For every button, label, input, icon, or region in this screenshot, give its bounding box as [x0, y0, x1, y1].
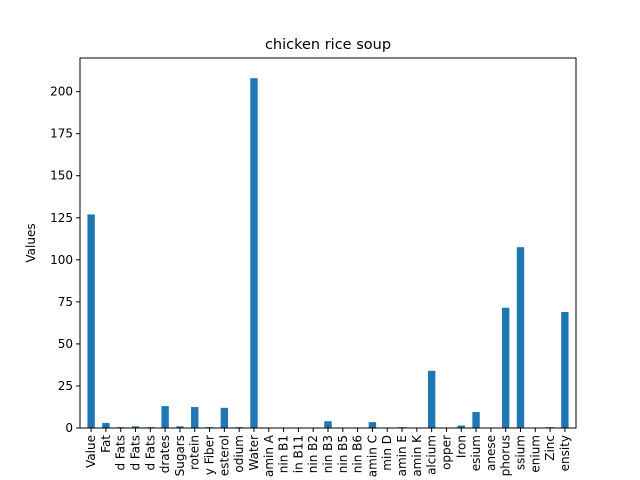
x-tick-label: enium [528, 435, 542, 473]
x-tick-label: esterol [217, 435, 231, 476]
x-tick-label: odium [232, 435, 246, 473]
y-tick-label: 75 [58, 295, 73, 309]
x-tick-label: min D [380, 435, 394, 471]
bar [250, 78, 258, 428]
bar [87, 214, 95, 428]
x-tick-label: nin B6 [351, 435, 365, 473]
x-tick-label: nin B1 [277, 435, 291, 473]
y-tick-label: 0 [65, 421, 73, 435]
x-tick-label: alcium [425, 435, 439, 475]
bar [457, 425, 465, 428]
y-tick-label: 100 [50, 253, 73, 267]
bar [220, 407, 229, 428]
x-tick-label: d Fats [114, 435, 128, 471]
plot-frame [79, 57, 577, 429]
x-tick-label: nin B2 [306, 435, 320, 473]
y-tick-label: 125 [50, 211, 73, 225]
y-tick-label: 200 [50, 85, 73, 99]
x-tick-label: d Fats [129, 435, 143, 471]
y-tick-label: 150 [50, 169, 73, 183]
x-tick-label: nin B3 [321, 435, 335, 473]
x-tick-label: Zinc [543, 435, 557, 461]
bar [131, 426, 140, 428]
x-tick-label: ensity [558, 435, 572, 471]
y-tick-label: 175 [50, 127, 73, 141]
x-tick-label: d Fats [143, 435, 157, 471]
bar [368, 422, 377, 428]
bar [516, 247, 525, 428]
bar [161, 406, 169, 428]
bar [324, 421, 332, 428]
bar [561, 311, 569, 428]
x-tick-label: Iron [454, 435, 468, 458]
bar [176, 426, 184, 428]
bar [102, 422, 110, 428]
x-tick-label: rotein [188, 435, 202, 470]
x-tick-label: anese [484, 435, 498, 471]
bar [191, 406, 199, 428]
x-tick-label: Value [84, 435, 98, 468]
y-tick-label: 25 [58, 379, 73, 393]
x-tick-label: amin A [262, 434, 276, 477]
x-tick-label: drates [158, 435, 172, 473]
x-tick-label: amin E [395, 435, 409, 476]
chart-title: chicken rice soup [265, 37, 391, 53]
y-tick-label: 50 [58, 337, 73, 351]
x-tick-label: phorus [499, 435, 513, 476]
x-tick-label: nin B5 [336, 435, 350, 473]
x-tick-label: amin C [365, 435, 379, 477]
bar [501, 307, 510, 428]
x-tick-label: Sugars [173, 435, 187, 476]
x-tick-label: ssium [513, 435, 527, 470]
x-tick-label: in B11 [291, 435, 305, 473]
y-axis-label: Values [24, 223, 38, 262]
x-tick-label: Fat [99, 435, 113, 453]
x-tick-label: amin K [410, 434, 424, 477]
x-tick-label: esium [469, 435, 483, 471]
x-tick-label: opper [439, 435, 453, 470]
x-tick-label: Water [247, 435, 261, 471]
x-tick-label: y Fiber [203, 435, 217, 475]
bar [427, 370, 436, 428]
bar [472, 412, 480, 428]
